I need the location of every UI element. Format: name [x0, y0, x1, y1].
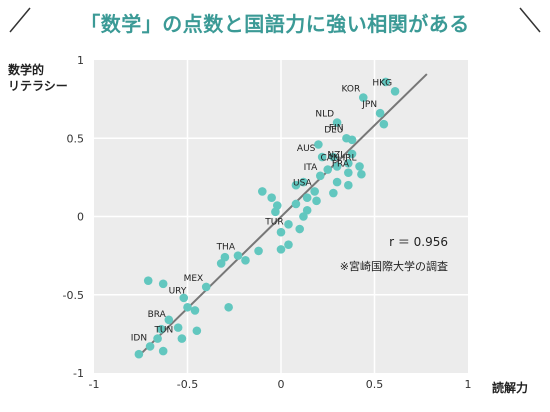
data-point-31 — [302, 205, 312, 215]
y-axis-label: 数学的 リテラシー — [8, 62, 68, 94]
data-point-39 — [254, 246, 263, 256]
data-point-54 — [157, 324, 166, 334]
point-label-mex: MEX — [184, 274, 204, 284]
data-point-20 — [344, 180, 353, 190]
x-tick-label-2: 0 — [278, 378, 285, 391]
point-label-kor: KOR — [342, 85, 361, 95]
point-label-tha: THA — [216, 243, 236, 253]
data-point-56 — [158, 346, 168, 356]
data-point-40 — [241, 256, 250, 265]
x-axis-label: 読解力 — [492, 381, 529, 395]
data-point-16 — [315, 171, 325, 181]
data-point-48 — [158, 279, 168, 289]
x-tick-label-1: -0.5 — [177, 378, 198, 391]
data-point-47 — [143, 276, 153, 285]
point-label-irl: IRL — [343, 153, 357, 163]
data-point-52 — [164, 315, 174, 325]
right-slash-decoration — [519, 7, 541, 33]
point-label-nzl: NZL — [327, 150, 345, 160]
data-point-28 — [258, 187, 267, 196]
data-point-44 — [201, 282, 211, 292]
point-label-deu: DEU — [324, 125, 343, 135]
data-point-34 — [284, 220, 293, 229]
data-point-11 — [347, 149, 357, 159]
data-point-5 — [332, 118, 342, 127]
data-point-19 — [332, 177, 342, 187]
data-point-8 — [314, 140, 323, 149]
data-point-14 — [332, 162, 342, 171]
x-tick-label-0: -1 — [89, 378, 100, 391]
data-point-36 — [276, 227, 286, 237]
data-point-43 — [216, 259, 226, 268]
data-point-23 — [310, 187, 319, 196]
point-label-idn: IDN — [131, 333, 147, 343]
data-point-59 — [192, 326, 202, 336]
data-point-37 — [284, 240, 293, 249]
data-point-17 — [344, 168, 353, 177]
data-point-51 — [173, 323, 183, 332]
data-point-33 — [299, 212, 308, 221]
data-point-32 — [271, 207, 280, 217]
data-point-45 — [179, 293, 189, 303]
y-tick-label-1: 0.5 — [67, 132, 85, 145]
data-point-53 — [153, 334, 162, 343]
data-point-26 — [312, 196, 321, 206]
data-point-1 — [381, 77, 391, 87]
source-note: ※宮崎国際大学の調査 — [340, 259, 448, 273]
y-tick-label-2: 0 — [77, 211, 84, 224]
point-label-usa: USA — [293, 178, 312, 188]
y-axis-label-line-1: 数学的 — [8, 63, 45, 77]
point-label-can: CAN — [321, 153, 340, 163]
point-label-ury: URY — [169, 286, 187, 296]
data-point-21 — [299, 177, 308, 187]
data-point-41 — [233, 251, 243, 260]
data-point-9 — [317, 152, 327, 162]
point-label-nld: NLD — [315, 110, 334, 120]
y-tick-label-0: 1 — [77, 54, 84, 67]
data-point-22 — [291, 180, 301, 190]
data-point-10 — [329, 152, 338, 162]
point-label-fra: FRA — [332, 160, 350, 170]
data-point-42 — [220, 252, 230, 262]
data-point-7 — [347, 135, 357, 145]
point-label-tun: TUN — [153, 326, 173, 336]
data-point-50 — [190, 306, 200, 315]
data-point-46 — [183, 302, 192, 312]
data-point-58 — [145, 342, 155, 351]
data-point-57 — [134, 349, 144, 359]
data-point-13 — [355, 162, 364, 171]
y-tick-label-4: -1 — [73, 367, 84, 380]
data-point-25 — [302, 193, 312, 203]
chart-header: 「数学」の点数と国語力に強い相関がある — [0, 0, 550, 46]
point-label-aus: AUS — [297, 144, 316, 154]
y-axis-label-line-2: リテラシー — [8, 79, 68, 93]
point-label-bra: BRA — [148, 310, 167, 320]
data-point-4 — [379, 119, 389, 129]
point-label-hkg: HKG — [372, 78, 392, 88]
data-point-2 — [358, 93, 368, 102]
point-label-jpn: JPN — [361, 100, 377, 110]
data-point-27 — [267, 193, 276, 203]
left-slash-decoration — [9, 7, 31, 33]
data-point-49 — [224, 302, 233, 312]
data-point-55 — [177, 334, 187, 343]
data-point-15 — [323, 165, 333, 174]
data-point-35 — [295, 224, 305, 234]
data-point-24 — [329, 188, 338, 198]
data-point-30 — [291, 199, 301, 209]
data-point-38 — [276, 245, 286, 254]
point-label-fin: FIN — [329, 124, 344, 134]
data-point-0 — [390, 87, 400, 96]
y-tick-label-3: -0.5 — [63, 289, 84, 302]
data-point-12 — [344, 158, 353, 168]
point-label-ita: ITA — [304, 163, 318, 173]
x-tick-label-4: 1 — [465, 378, 472, 391]
chart-title: 「数学」の点数と国語力に強い相関がある — [80, 12, 470, 36]
data-point-3 — [375, 108, 385, 118]
correlation-stat: r ＝ 0.956 — [389, 235, 448, 249]
data-point-18 — [357, 169, 366, 179]
point-label-tur: TUR — [264, 218, 283, 228]
x-tick-label-3: 0.5 — [366, 378, 384, 391]
